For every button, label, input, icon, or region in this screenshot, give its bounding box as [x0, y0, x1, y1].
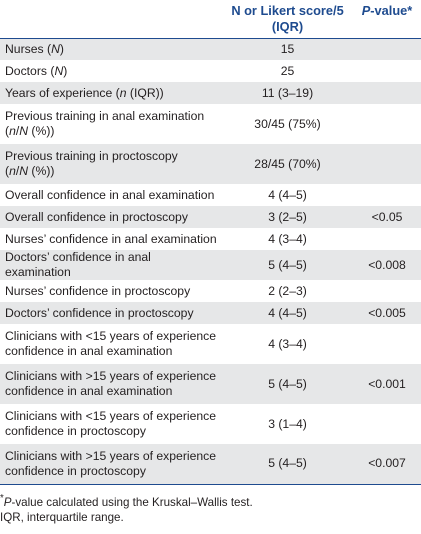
row-label: Nurses’ confidence in proctoscopy — [5, 283, 191, 298]
header-p-rest: -value* — [370, 3, 413, 18]
row-label: Overall confidence in proctoscopy — [0, 206, 222, 228]
row-p-value — [353, 82, 421, 104]
row-p-value — [353, 184, 421, 206]
row-value: 30/45 (75%) — [254, 116, 321, 131]
row-value: 4 (4–5) — [268, 187, 307, 202]
row-label: Years of experience (n (IQR)) — [0, 82, 222, 104]
row-p-value: <0.005 — [353, 302, 421, 324]
footnote-asterisk: * — [0, 492, 4, 504]
row-label: Clinicians with <15 years of experience … — [5, 329, 217, 358]
footnote-kruskal-wallis: *P-value calculated using the Kruskal–Wa… — [0, 491, 421, 511]
header-likert-score: N or Likert score/5 (IQR) — [231, 3, 344, 34]
row-label: Doctors’ confidence in anal examination — [0, 250, 222, 280]
row-value: 11 (3–19) — [222, 82, 353, 104]
row-p-value — [353, 38, 421, 60]
row-label: Doctors’ confidence in proctoscopy — [0, 302, 222, 324]
header-empty-cell — [0, 0, 222, 38]
row-label: Doctors (N) — [5, 63, 68, 78]
row-label: Clinicians with <15 years of experience … — [5, 409, 217, 438]
table-row: Clinicians with <15 years of experience … — [0, 404, 421, 444]
table-row: Nurses’ confidence in anal examination 4… — [0, 228, 421, 250]
footnote-p-italic: P — [3, 495, 12, 509]
footnote-iqr: IQR, interquartile range. — [0, 511, 124, 525]
row-p-value — [353, 404, 421, 444]
footnote-p-text: -value calculated using the Kruskal–Wall… — [11, 495, 253, 509]
header-p-value: P-value* — [353, 0, 421, 38]
table-header-row: N or Likert score/5 (IQR) P-value* — [0, 0, 421, 38]
row-value: 5 (4–5) — [222, 444, 353, 484]
row-value: 4 (3–4) — [268, 336, 307, 351]
row-p-value: <0.001 — [353, 364, 421, 404]
row-p-value: <0.05 — [353, 206, 421, 228]
row-value: 2 (2–3) — [268, 283, 307, 298]
row-p-value: <0.008 — [353, 250, 421, 280]
row-value: 5 (4–5) — [222, 364, 353, 404]
table-row: Doctors’ confidence in anal examination … — [0, 250, 421, 280]
header-p-italic: P — [361, 3, 371, 18]
table-row: Clinicians with >15 years of experience … — [0, 364, 421, 404]
row-label: Nurses (N) — [0, 38, 222, 60]
row-label: Nurses’ confidence in anal examination — [5, 231, 217, 246]
row-value: 4 (3–4) — [268, 231, 307, 246]
table-footnotes: *P-value calculated using the Kruskal–Wa… — [0, 485, 421, 527]
table-row: Years of experience (n (IQR)) 11 (3–19) — [0, 82, 421, 104]
row-label: Clinicians with >15 years of experience … — [0, 444, 222, 484]
row-p-value — [353, 228, 421, 250]
table-row: Doctors’ confidence in proctoscopy 4 (4–… — [0, 302, 421, 324]
row-value: 15 — [222, 38, 353, 60]
row-p-value — [353, 280, 421, 302]
results-table: N or Likert score/5 (IQR) P-value* Nurse… — [0, 0, 421, 484]
table-row: Previous training in anal examination (n/… — [0, 104, 421, 144]
table-row: Previous training in proctoscopy (n/N (%)… — [0, 144, 421, 184]
row-p-value — [353, 60, 421, 82]
row-label: Overall confidence in anal examination — [5, 187, 215, 202]
table-row: Clinicians with >15 years of experience … — [0, 444, 421, 484]
table-row: Clinicians with <15 years of experience … — [0, 324, 421, 364]
row-value: 3 (1–4) — [268, 416, 307, 431]
row-value: 5 (4–5) — [222, 250, 353, 280]
row-value: 4 (4–5) — [222, 302, 353, 324]
row-p-value — [353, 144, 421, 184]
row-p-value: <0.007 — [353, 444, 421, 484]
row-value: 28/45 (70%) — [222, 144, 353, 184]
row-p-value — [353, 104, 421, 144]
row-label: Clinicians with >15 years of experience … — [0, 364, 222, 404]
row-label: Previous training in anal examination (n/… — [5, 109, 205, 138]
row-value: 3 (2–5) — [222, 206, 353, 228]
row-value: 25 — [280, 63, 295, 78]
table-row: Overall confidence in proctoscopy 3 (2–5… — [0, 206, 421, 228]
row-p-value — [353, 324, 421, 364]
row-label: Previous training in proctoscopy (n/N (%)… — [0, 144, 222, 184]
table-row: Nurses (N) 15 — [0, 38, 421, 60]
table-row: Overall confidence in anal examination 4… — [0, 184, 421, 206]
table-row: Doctors (N) 25 — [0, 60, 421, 82]
table-row: Nurses’ confidence in proctoscopy 2 (2–3… — [0, 280, 421, 302]
